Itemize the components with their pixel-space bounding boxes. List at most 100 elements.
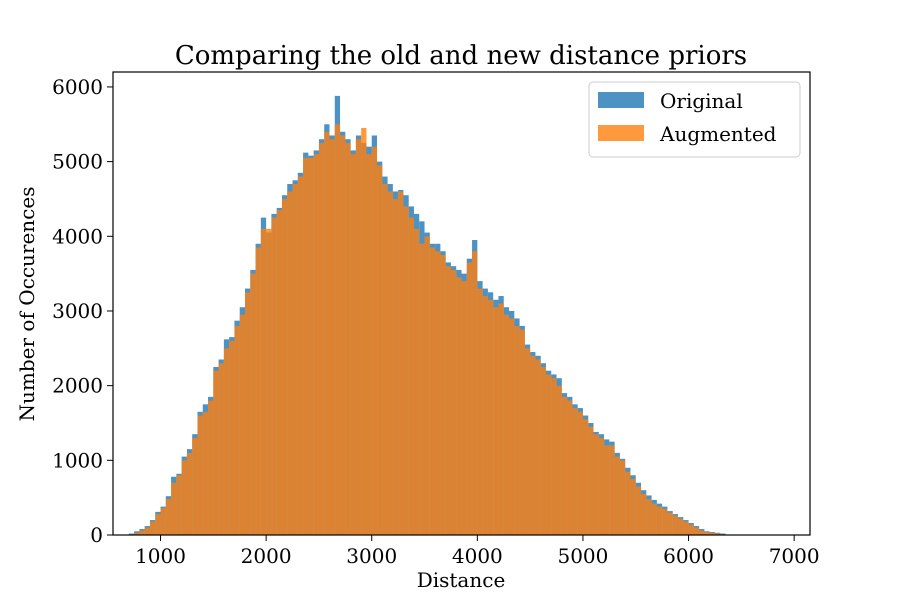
bar-augmented [245,292,251,535]
bar-augmented [382,184,388,536]
bar-augmented [340,135,346,535]
bar-augmented [413,228,420,536]
bar-augmented [466,262,473,535]
bar-augmented [229,340,235,535]
x-tick-label: 3000 [346,544,397,568]
bar-augmented [662,508,668,535]
x-axis-label: Distance [417,568,506,592]
x-tick-label: 6000 [663,544,714,568]
bar-augmented [477,288,483,535]
bar-augmented [482,296,488,535]
bar-augmented [292,184,298,536]
plot-frame [112,71,811,536]
bar-augmented [424,236,430,535]
bar-augmented [630,478,636,535]
bar-augmented [350,154,356,536]
bar-augmented [429,247,436,535]
bar-augmented [567,400,573,535]
bar-augmented [260,228,267,536]
bar-augmented [218,363,224,535]
bar-augmented [361,128,367,536]
bar-augmented [155,514,161,535]
bar-augmented [334,124,341,535]
bar-augmented [593,434,599,535]
bar-augmented [371,146,378,535]
bar-augmented [165,499,172,535]
bar-augmented [160,508,166,535]
bar-augmented [144,527,150,535]
bar-augmented [255,247,261,535]
x-tick-label: 1000 [135,544,186,568]
bar-augmented [456,277,462,535]
bar-augmented [202,411,209,535]
bar-augmented [250,273,256,535]
bar-augmented [208,400,214,535]
y-tick-label: 2000 [52,374,103,398]
legend-swatch-augmented [598,125,644,141]
bar-augmented [519,329,525,535]
bar-augmented [134,532,140,535]
bar-augmented [461,281,467,535]
bar-augmented [535,359,541,535]
series-augmented [128,124,726,536]
bar-augmented [197,415,203,535]
bar-augmented [709,532,715,535]
bar-augmented [551,378,557,535]
bar-augmented [545,374,552,535]
bar-augmented [303,157,309,535]
y-tick-label: 1000 [52,448,103,472]
bar-augmented [192,437,198,535]
y-tick-label: 6000 [52,75,103,99]
bar-augmented [308,157,314,535]
bar-augmented [139,530,145,535]
bar-augmented [171,482,177,535]
bar-augmented [287,191,293,535]
bar-augmented [419,243,425,536]
bar-augmented [403,206,409,535]
bar-augmented [688,524,694,535]
bar-augmented [450,269,457,535]
bar-augmented [266,228,272,536]
legend-label-augmented: Augmented [659,122,777,146]
bar-augmented [609,445,615,535]
bar-augmented [297,176,304,535]
bar-augmented [641,493,647,535]
bar-augmented [524,348,531,535]
bar-augmented [472,251,478,535]
bar-augmented [588,426,594,535]
y-axis-label: Number of Occurences [15,187,39,422]
bar-augmented [149,521,156,535]
bar-augmented [487,299,494,535]
legend: Original Augmented [588,81,801,158]
bar-augmented [186,452,193,535]
bar-augmented [635,486,642,535]
bar-augmented [329,139,335,536]
bar-augmented [646,499,652,535]
bar-augmented [318,142,325,535]
bar-augmented [714,533,721,535]
bar-augmented [699,530,705,535]
bar-augmented [614,456,620,535]
y-tick-label: 0 [90,523,103,547]
bar-augmented [313,154,319,536]
bar-augmented [667,512,673,535]
bar-augmented [619,460,626,535]
bar-augmented [651,503,657,535]
y-tick-label: 4000 [52,224,103,248]
bar-augmented [435,251,441,535]
bar-augmented [440,254,446,536]
bar-augmented [561,396,568,535]
y-tick-label: 5000 [52,150,103,174]
bar-augmented [598,437,605,535]
bar-augmented [276,210,282,535]
bar-augmented [493,307,499,535]
bar-augmented [503,314,510,535]
bar-augmented [366,154,372,536]
bar-augmented [582,419,589,535]
bar-augmented [324,131,330,535]
bar-augmented [408,217,414,535]
x-tick-label: 2000 [241,544,292,568]
legend-swatch-original [598,92,644,108]
bar-augmented [181,460,187,535]
